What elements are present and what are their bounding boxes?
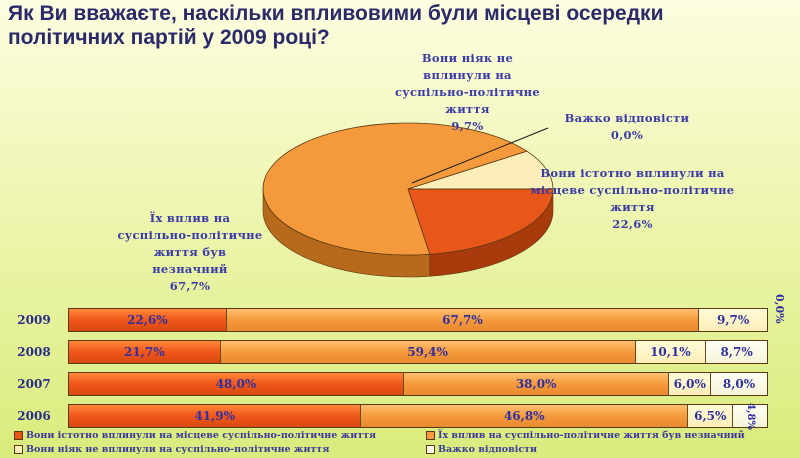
bar-value-label-2009-2: 9,7%	[716, 313, 750, 327]
pie-label-text-2: Вони ніяк не вплинули на суспільно-політ…	[395, 51, 540, 116]
pie-label-text-0: Вони істотно вплинули на місцеве суспіль…	[530, 166, 735, 214]
pie-label-2: Вони ніяк не вплинули на суспільно-політ…	[395, 50, 540, 135]
pie-value-label-0: 22,6%	[612, 217, 653, 231]
bar-segment-2007-1: 38,0%	[404, 373, 670, 395]
legend-swatch-2	[14, 445, 23, 454]
pie-label-3: Важко відповісти 0,0%	[552, 110, 702, 144]
bar-value-label-2007-3: 8,0%	[722, 377, 756, 391]
title-line-1: Як Ви вважаєте, наскільки впливовими бул…	[8, 2, 664, 25]
bar-segment-2007-0: 48,0%	[69, 373, 405, 395]
legend-item-0: Вони істотно вплинули на місцеве суспіль…	[14, 430, 376, 441]
bar-value-label-2006-1: 46,8%	[503, 409, 545, 423]
bar-value-label-2006-0: 41,9%	[194, 409, 236, 423]
bar-value-label-2009-0: 22,6%	[127, 313, 168, 327]
legend-text-0: Вони істотно вплинули на місцеве суспіль…	[26, 430, 377, 441]
bar-segment-2009-0: 22,6%	[69, 309, 227, 331]
bar-segment-2007-3: 8,0%	[711, 373, 767, 395]
legend-item-1: Їх вплив на суспільно-політичне життя бу…	[426, 430, 745, 441]
legend-swatch-3	[426, 445, 435, 454]
bar-category-2007: 2007	[17, 377, 51, 391]
bar-value-label-2009-1: 67,7%	[442, 313, 483, 327]
bar-value-label-2008-3: 8,7%	[720, 345, 753, 359]
bar-category-2006: 2006	[17, 409, 51, 423]
legend-text-2: Вони ніяк не вплинули на суспільно-політ…	[26, 444, 330, 455]
bar-segment-2009-2: 9,7%	[699, 309, 767, 331]
legend-item-3: Важко відповісти	[426, 444, 537, 455]
bar-value-label-2006-3: 4,8%	[744, 402, 756, 430]
pie-label-text-3: Важко відповісти	[564, 111, 690, 125]
bar-value-label-2009-3: 0,0%	[773, 294, 786, 324]
bar-segment-2006-3: 4,8%	[733, 402, 767, 430]
pie-value-label-1: 67,7%	[169, 279, 211, 293]
pie-chart	[262, 122, 554, 278]
bar-segment-2007-2: 6,0%	[669, 373, 712, 395]
pie-slice-0	[407, 188, 554, 255]
bar-value-label-2008-1: 59,4%	[407, 345, 448, 359]
legend-text-3: Важко відповісти	[438, 444, 538, 455]
bar-value-label-2007-1: 38,0%	[515, 377, 557, 391]
bar-segment-2006-2: 6,5%	[688, 405, 734, 427]
pie-label-1: Їх вплив на суспільно-політичне життя бу…	[115, 210, 265, 295]
bar-segment-2008-1: 59,4%	[220, 341, 636, 363]
pie-value-label-3: 0,0%	[610, 128, 644, 142]
bar-segment-2006-1: 46,8%	[361, 405, 689, 427]
title-line-2: політичних партій у 2009 році?	[8, 26, 330, 49]
pie-slice-1	[262, 122, 528, 256]
bar-segment-2008-2: 10,1%	[635, 341, 707, 363]
legend-swatch-0	[14, 431, 23, 440]
legend-swatch-1	[426, 431, 435, 440]
pie-leader-line	[411, 127, 549, 184]
bar-segment-2006-0: 41,9%	[69, 405, 362, 427]
bar-segment-2008-3: 8,7%	[706, 341, 767, 363]
bar-segment-2009-1: 67,7%	[226, 309, 700, 331]
legend-text-1: Їх вплив на суспільно-політичне життя бу…	[438, 430, 745, 441]
legend-item-2: Вони ніяк не вплинули на суспільно-політ…	[14, 444, 329, 455]
pie-value-label-2: 9,7%	[451, 119, 484, 133]
bar-row-2006: 41,9% 46,8% 6,5% 4,8%	[68, 402, 768, 430]
pie-label-text-1: Їх вплив на суспільно-політичне життя бу…	[117, 211, 263, 276]
bar-value-label-2006-2: 6,5%	[694, 409, 727, 423]
bar-category-2009: 2009	[17, 313, 51, 327]
bar-category-2008: 2008	[17, 345, 51, 359]
bar-row-2009: 22,6% 67,7% 9,7%	[68, 308, 768, 332]
bar-value-label-2008-0: 21,7%	[123, 345, 165, 359]
bar-value-label-2008-2: 10,1%	[650, 345, 691, 359]
bar-value-label-2007-2: 6,0%	[673, 377, 706, 391]
pie-label-0: Вони істотно вплинули на місцеве суспіль…	[530, 165, 735, 233]
bar-segment-2008-0: 21,7%	[69, 341, 221, 363]
chart-title: Як Ви вважаєте, наскільки впливовими бул…	[8, 2, 798, 50]
bar-value-label-2007-0: 48,0%	[215, 377, 257, 391]
pie-slice-2	[407, 150, 554, 190]
bar-row-2007: 48,0% 38,0% 6,0% 8,0%	[68, 372, 768, 396]
bar-row-2008: 21,7% 59,4% 10,1% 8,7%	[68, 340, 768, 364]
